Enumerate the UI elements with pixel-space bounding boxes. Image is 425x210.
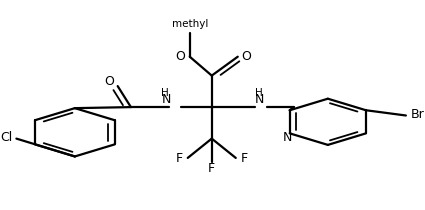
Text: Br: Br — [411, 108, 425, 121]
Text: N: N — [283, 131, 292, 144]
Text: N: N — [254, 93, 264, 106]
Text: O: O — [242, 50, 252, 63]
Text: F: F — [241, 152, 248, 165]
Text: O: O — [104, 75, 114, 88]
Text: Cl: Cl — [0, 131, 12, 144]
Text: methyl: methyl — [172, 19, 208, 29]
Text: H: H — [255, 88, 263, 98]
Text: F: F — [208, 161, 215, 175]
Text: N: N — [162, 93, 171, 106]
Text: H: H — [162, 88, 169, 98]
Text: F: F — [176, 152, 182, 165]
Text: O: O — [175, 50, 184, 63]
